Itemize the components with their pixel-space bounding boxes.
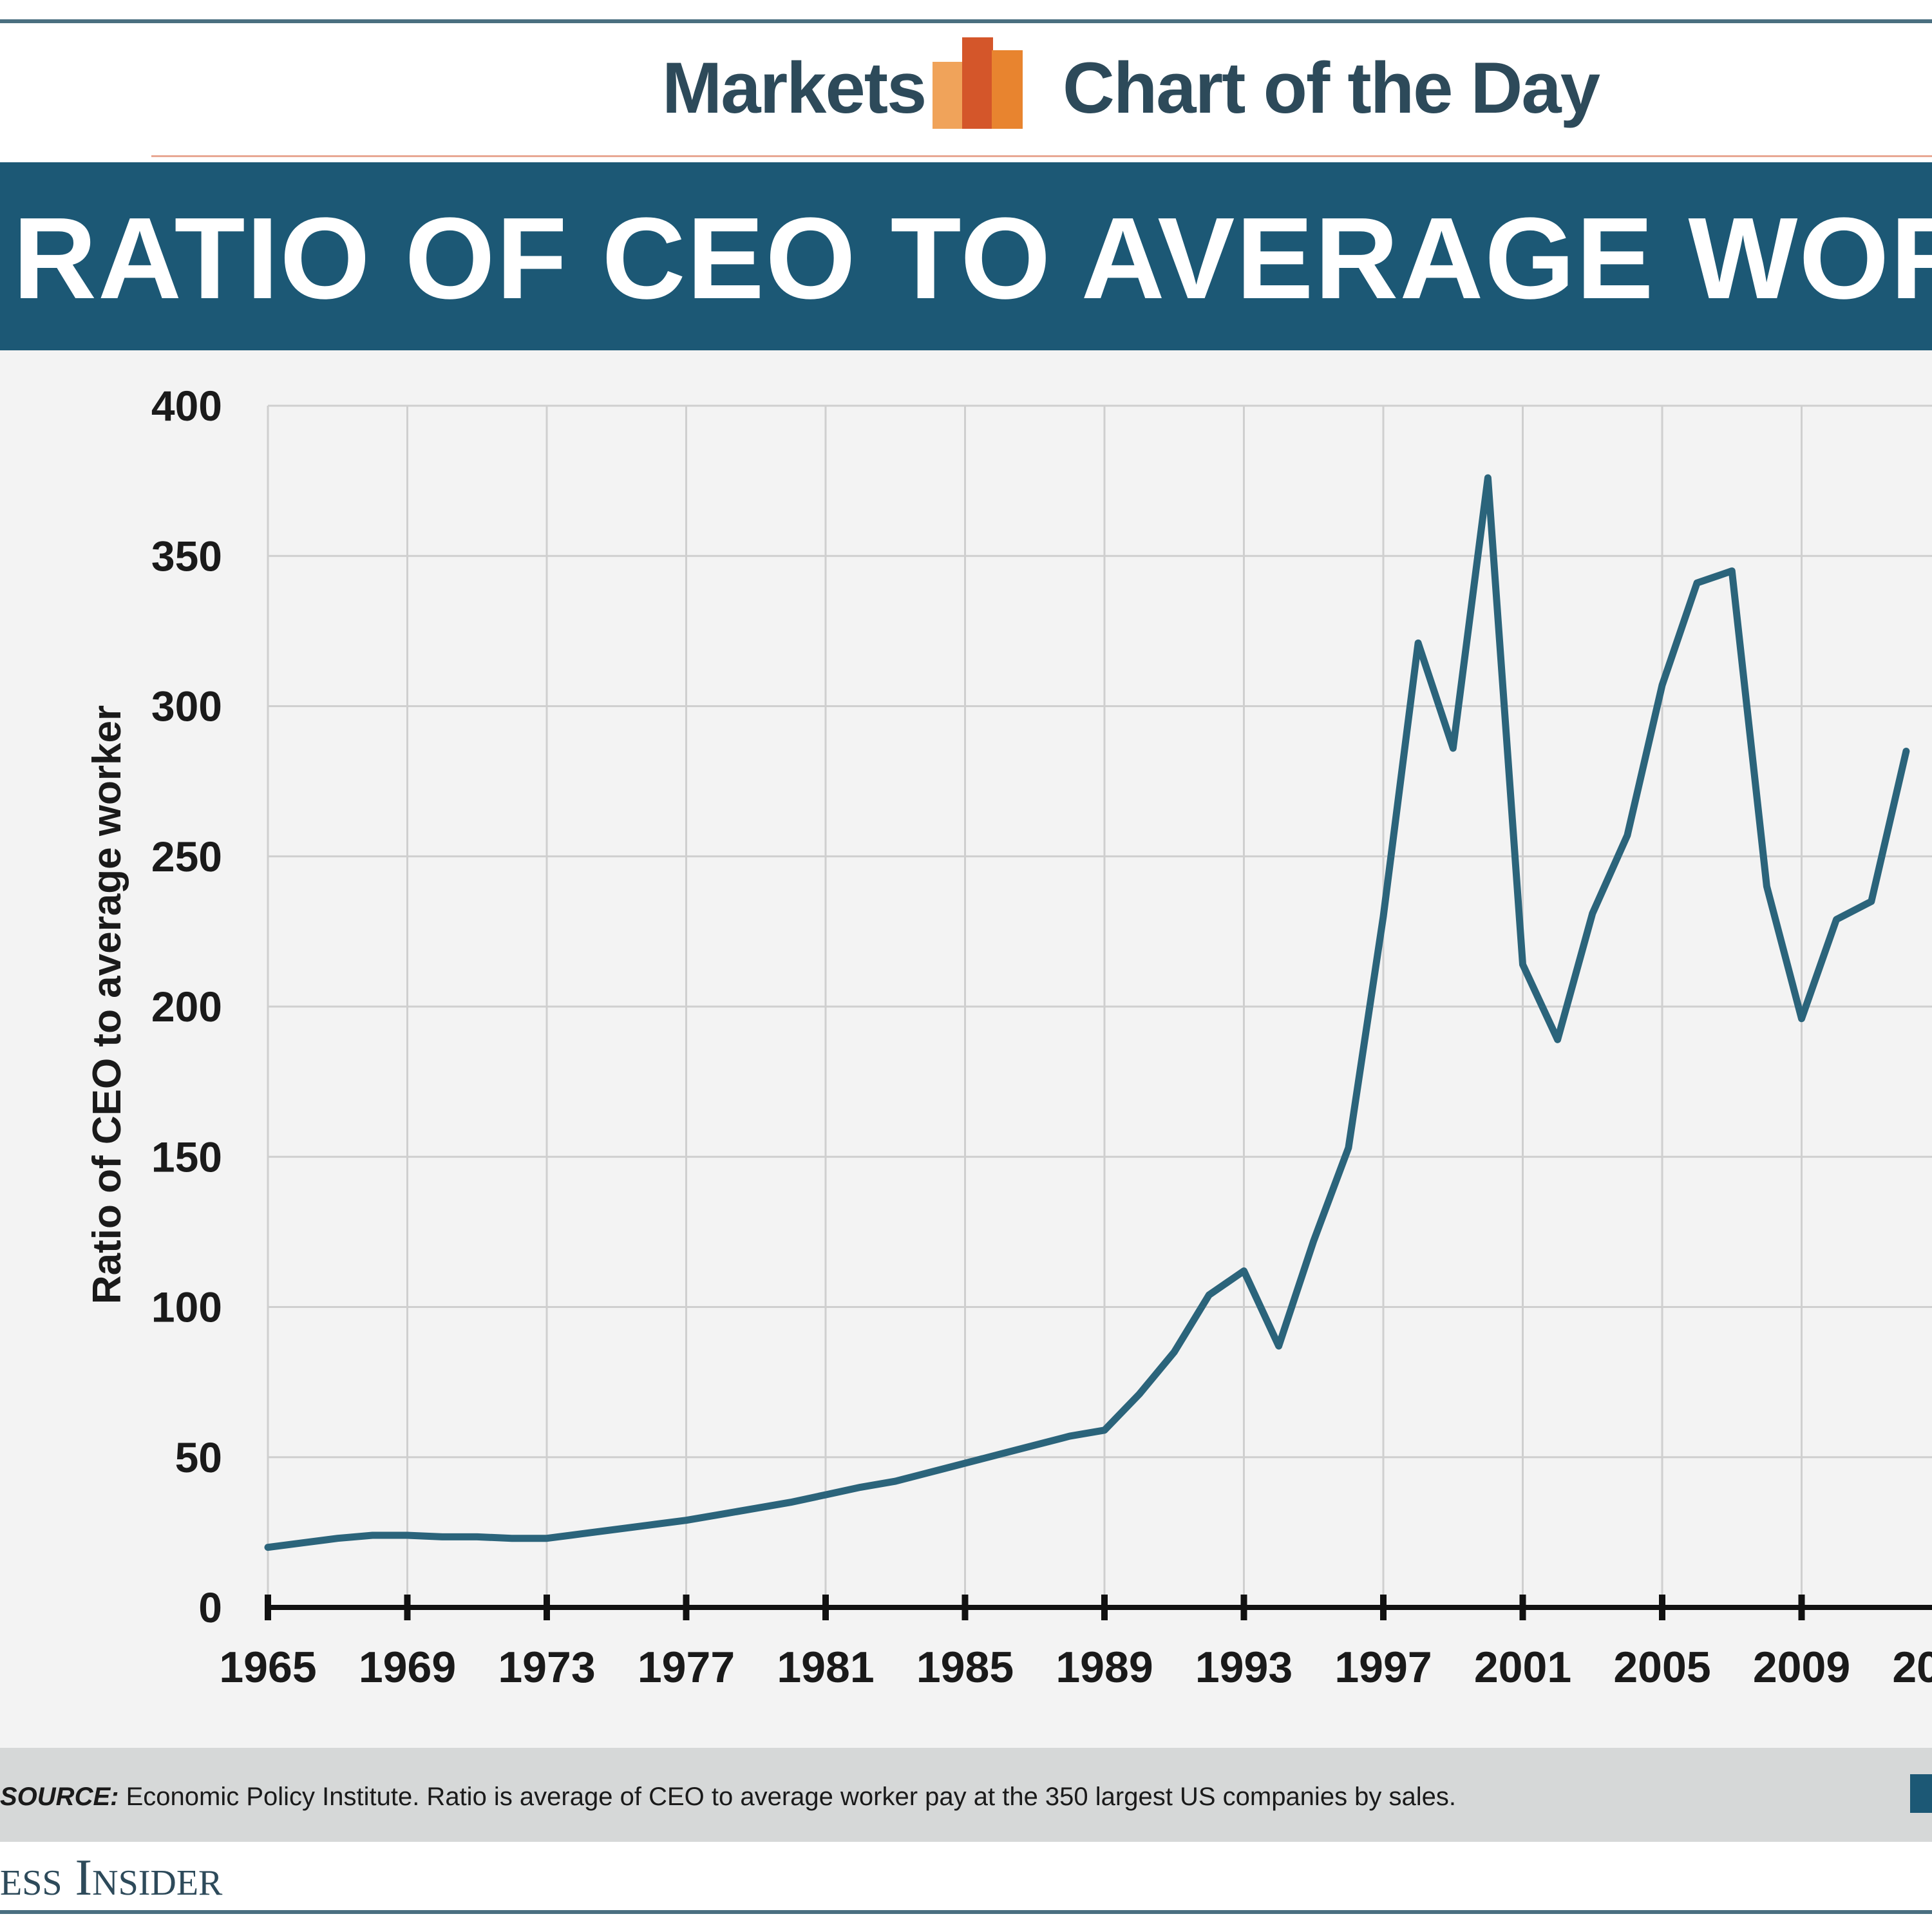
chart-title: RATIO OF CEO TO AVERAGE WORKER bbox=[13, 194, 1932, 323]
y-tick-label-100: 100 bbox=[151, 1283, 222, 1331]
x-tick-label-1973: 1973 bbox=[498, 1643, 595, 1692]
y-tick-label-250: 250 bbox=[151, 833, 222, 880]
x-tick-label-2005: 2005 bbox=[1613, 1643, 1710, 1692]
source-text: Economic Policy Institute. Ratio is aver… bbox=[126, 1783, 1457, 1811]
grid-lines bbox=[267, 404, 1932, 1607]
y-tick-label-400: 400 bbox=[151, 382, 222, 430]
logo-bar-right bbox=[992, 50, 1023, 129]
series-line-ceo-ratio bbox=[264, 474, 1910, 1551]
y-tick-label-150: 150 bbox=[151, 1133, 222, 1180]
x-tick-label-2013: 2013 bbox=[1892, 1643, 1932, 1692]
header-divider bbox=[151, 155, 1932, 157]
y-tick-label-50: 50 bbox=[175, 1434, 222, 1481]
x-axis bbox=[265, 1595, 1932, 1620]
logo-bar-left bbox=[933, 62, 963, 129]
x-tick-label-1977: 1977 bbox=[638, 1643, 735, 1692]
bottom-rule bbox=[0, 1910, 1932, 1914]
kicker-markets: Markets bbox=[662, 48, 927, 128]
source-note: SOURCE: Economic Policy Institute. Ratio… bbox=[0, 1781, 1456, 1812]
corner-badge bbox=[1910, 1774, 1932, 1813]
x-tick-label-1969: 1969 bbox=[359, 1643, 456, 1692]
top-rule bbox=[0, 19, 1932, 23]
y-axis-title: Ratio of CEO to average worker bbox=[85, 705, 129, 1304]
x-tick-labels: 1965 1969 1973 1977 1981 1985 1989 1993 1997 2001… bbox=[219, 1643, 1932, 1692]
x-tick-label-2009: 2009 bbox=[1753, 1643, 1850, 1692]
kicker-chart-of-the-day: Chart of the Day bbox=[1063, 48, 1600, 128]
x-tick-label-1981: 1981 bbox=[777, 1643, 874, 1692]
x-tick-label-1985: 1985 bbox=[916, 1643, 1014, 1692]
y-tick-label-350: 350 bbox=[151, 532, 222, 580]
y-tick-label-300: 300 bbox=[151, 683, 222, 730]
title-banner: RATIO OF CEO TO AVERAGE WORKER bbox=[0, 162, 1932, 350]
source-label: SOURCE: bbox=[0, 1783, 119, 1811]
x-tick-label-1993: 1993 bbox=[1195, 1643, 1293, 1692]
y-tick-label-0: 0 bbox=[198, 1584, 222, 1631]
x-tick-label-1989: 1989 bbox=[1056, 1643, 1153, 1692]
source-bar bbox=[0, 1748, 1932, 1842]
y-tick-labels: 0 50 100 150 200 250 300 350 400 bbox=[151, 382, 222, 1631]
brand-wordmark: ess Insider bbox=[0, 1850, 223, 1906]
chart-logo-icon bbox=[933, 37, 1023, 129]
logo-bar-middle bbox=[962, 37, 993, 129]
x-tick-label-1997: 1997 bbox=[1334, 1643, 1432, 1692]
y-tick-label-200: 200 bbox=[151, 983, 222, 1030]
x-tick-label-1965: 1965 bbox=[219, 1643, 316, 1692]
x-tick-label-2001: 2001 bbox=[1474, 1643, 1571, 1692]
